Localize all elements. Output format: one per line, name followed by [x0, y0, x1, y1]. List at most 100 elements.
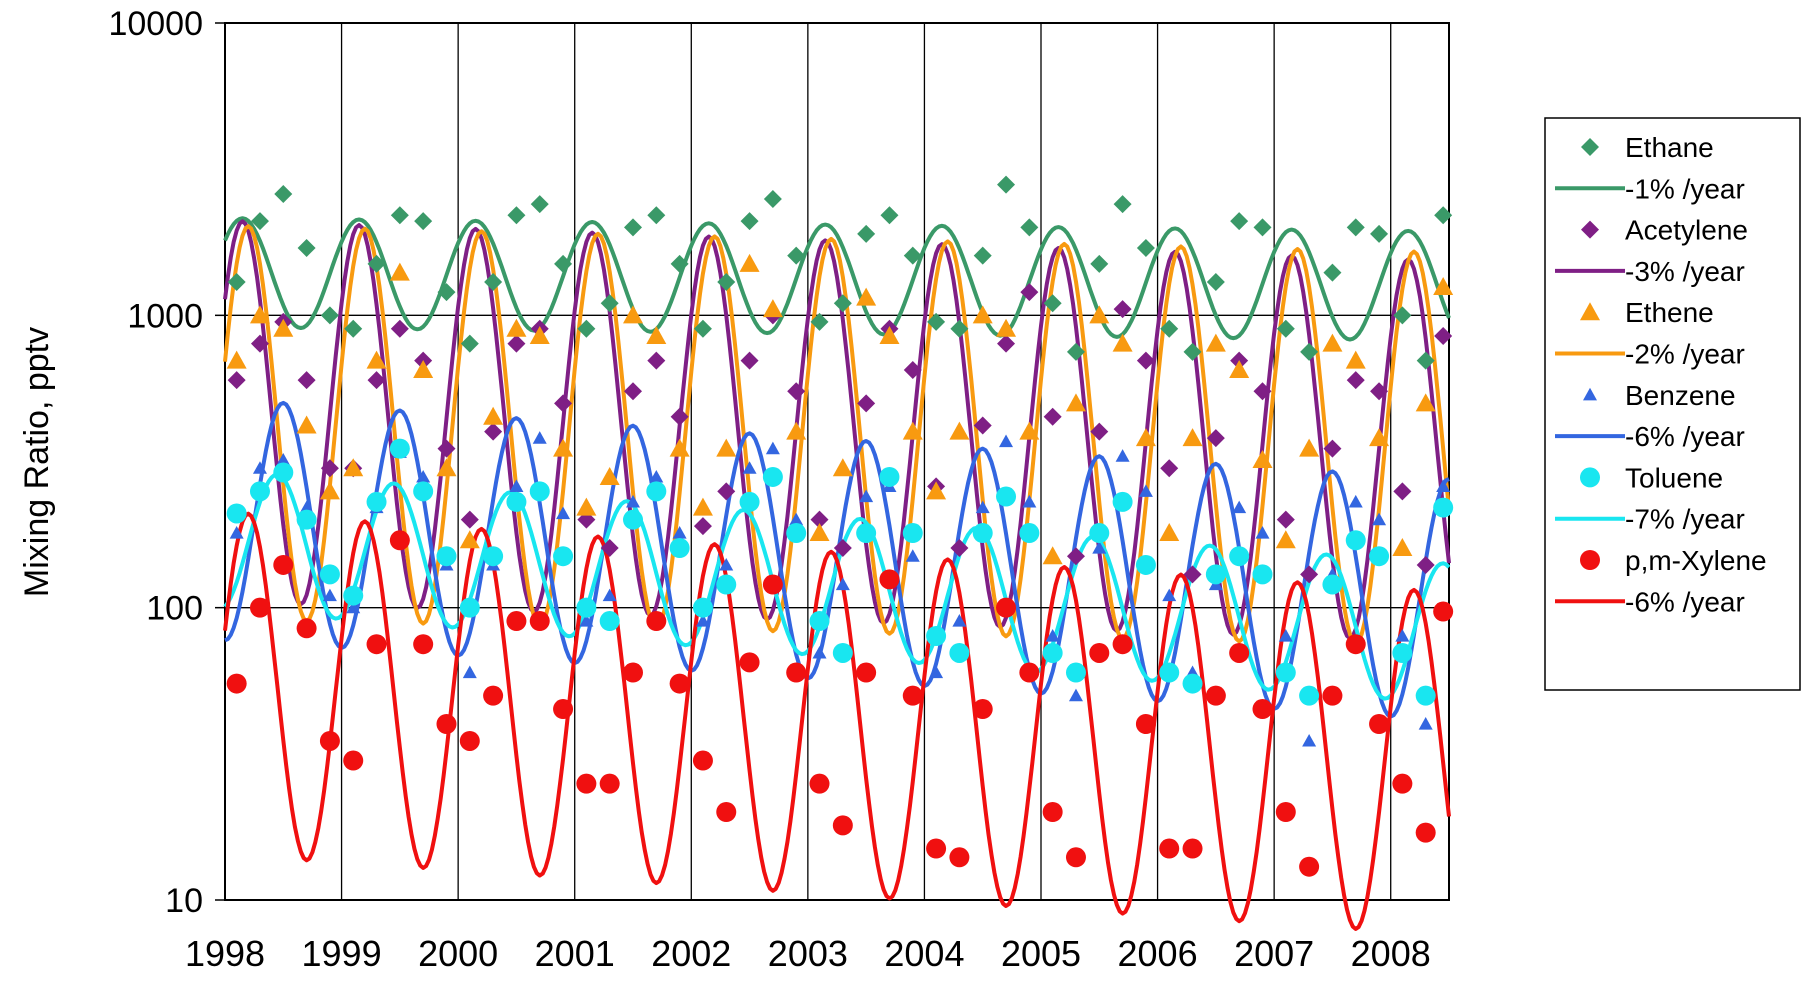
data-point: [927, 312, 946, 331]
data-point: [1433, 601, 1454, 622]
data-point: [1434, 206, 1453, 225]
data-point: [902, 421, 923, 440]
data-point: [227, 273, 246, 292]
data-point: [646, 481, 667, 502]
data-point: [809, 611, 830, 632]
series-ethene: [226, 253, 1454, 565]
data-point: [1135, 713, 1156, 734]
data-point: [1346, 371, 1365, 390]
data-point: [1112, 491, 1133, 512]
x-tick-label: 2003: [768, 933, 848, 974]
plot-border: [224, 22, 1450, 901]
data-point: [249, 597, 270, 618]
data-point: [856, 662, 877, 683]
data-point: [1089, 523, 1110, 544]
data-point: [739, 652, 760, 673]
legend-item: -2% /year: [1555, 339, 1745, 370]
trend-line-6-year: [223, 511, 1451, 931]
legend: Ethane -1% /year Acetylene -3% /year Ethene -…: [1544, 117, 1801, 691]
data-point: [623, 305, 643, 324]
data-point: [1415, 822, 1436, 843]
data-point: [716, 438, 737, 457]
legend-label: Toluene: [1625, 462, 1723, 493]
legend-label: Ethane: [1625, 132, 1714, 163]
data-point: [1136, 351, 1155, 370]
data-point: [1019, 662, 1040, 683]
data-point: [832, 642, 853, 663]
data-point: [462, 665, 477, 679]
data-point: [879, 569, 900, 590]
data-point: [810, 312, 829, 331]
legend-marker-swatch: [1580, 302, 1600, 321]
data-point: [996, 318, 1017, 337]
data-point: [926, 838, 947, 859]
legend-marker-swatch: [1581, 138, 1599, 156]
data-point: [1393, 482, 1412, 501]
data-point: [1135, 554, 1156, 575]
data-point: [1253, 218, 1272, 237]
data-point: [274, 185, 293, 204]
x-tick-label: 1999: [302, 933, 382, 974]
data-point: [366, 634, 387, 655]
data-point: [1066, 342, 1085, 361]
data-point: [296, 415, 317, 434]
data-point: [786, 662, 807, 683]
data-point: [1020, 218, 1039, 237]
data-point: [483, 406, 504, 425]
legend-item: -6% /year: [1555, 421, 1745, 452]
data-point: [1392, 642, 1413, 663]
data-point: [975, 500, 990, 514]
data-point: [1183, 565, 1202, 584]
data-point: [832, 815, 853, 836]
data-point: [1369, 713, 1390, 734]
data-point: [1135, 428, 1156, 447]
data-point: [973, 246, 992, 265]
data-point: [319, 481, 340, 500]
data-point: [1020, 283, 1039, 302]
y-tick-label: 10000: [108, 5, 203, 43]
data-point: [972, 523, 993, 544]
series-toluene: [226, 438, 1454, 706]
data-point: [949, 642, 970, 663]
data-point: [672, 526, 687, 539]
data-point: [252, 461, 267, 474]
data-point: [366, 350, 387, 369]
data-point: [1323, 439, 1342, 458]
data-point: [670, 407, 689, 426]
data-point: [483, 685, 504, 706]
data-point: [1345, 634, 1366, 655]
plot-frame: [225, 23, 1449, 900]
data-point: [529, 481, 550, 502]
data-point: [390, 206, 409, 225]
data-point: [484, 273, 503, 292]
data-point: [1112, 333, 1133, 352]
data-point: [553, 438, 574, 457]
data-point: [1255, 526, 1270, 539]
data-point: [1229, 642, 1250, 663]
data-point: [602, 588, 617, 602]
data-point: [717, 273, 736, 292]
data-point: [227, 371, 246, 390]
data-point: [1092, 540, 1107, 554]
data-point: [762, 466, 783, 487]
data-point: [553, 699, 574, 720]
data-point: [436, 546, 457, 567]
data-point: [1065, 393, 1086, 412]
series-benzene: [229, 431, 1451, 747]
legend-label: Acetylene: [1625, 215, 1748, 246]
data-point: [1348, 494, 1363, 508]
data-point: [1205, 685, 1226, 706]
data-point: [459, 597, 480, 618]
data-point: [367, 254, 386, 273]
data-point: [926, 625, 947, 646]
data-point: [949, 847, 970, 868]
data-point: [1252, 699, 1273, 720]
data-point: [742, 461, 757, 474]
data-point: [787, 246, 806, 265]
data-point: [1433, 277, 1454, 296]
data-point: [1299, 685, 1320, 706]
data-point: [669, 537, 690, 558]
data-point: [1322, 574, 1343, 595]
data-point: [856, 523, 877, 544]
data-point: [695, 614, 710, 627]
